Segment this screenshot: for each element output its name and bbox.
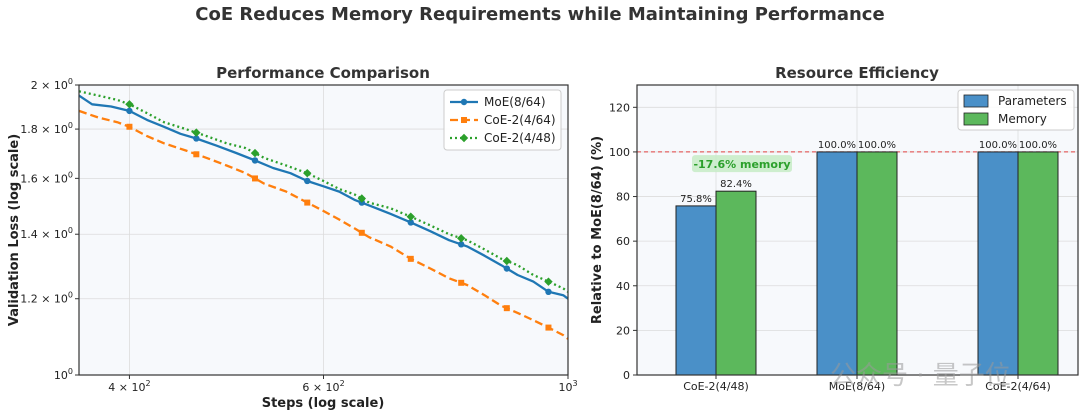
series-marker-coe-2-4-64: [252, 175, 259, 182]
legend-swatch-memory: [963, 112, 989, 126]
right-y-tick-label: 0: [623, 369, 630, 382]
series-marker-moe-8-64: [251, 157, 259, 164]
series-marker-coe-2-4-48: [502, 256, 512, 266]
series-marker-coe-2-4-48: [192, 128, 201, 137]
right-y-axis-label: Relative to MoE(8/64) (%): [590, 136, 605, 324]
series-marker-coe-2-4-64: [193, 151, 200, 158]
bar-parameters-2: [977, 151, 1019, 376]
series-marker-moe-8-64: [545, 288, 552, 296]
performance-comparison-panel: Performance Comparison 4 × 102 6 × 102 103…: [7, 64, 578, 411]
legend-marker-moe-8-64: [460, 98, 468, 106]
memory-reduction-annotation: -17.6% memory: [693, 158, 790, 171]
series-marker-moe-8-64: [407, 219, 414, 226]
series-marker-moe-8-64: [503, 265, 511, 272]
figure-suptitle: CoE Reduces Memory Requirements while Ma…: [195, 4, 884, 25]
right-bars: 75.8%82.4%100.0% 100.0% 100.0% 100.0%-17.6%…: [675, 140, 1059, 376]
left-y-tick-label: 1.6 × 100: [20, 170, 73, 185]
right-y-tick-label: 80: [616, 191, 630, 204]
series-marker-coe-2-4-48: [456, 234, 466, 243]
bar-label-parameters-2: 100.0%: [979, 140, 1017, 151]
series-marker-coe-2-4-64: [458, 279, 465, 286]
left-x-tick-label: 6 × 102: [302, 379, 344, 394]
series-coe-2-4-48: [78, 90, 569, 293]
bar-memory-1: [856, 151, 898, 376]
legend-label-memory: Memory: [998, 112, 1047, 126]
legend-label-moe-8-64: MoE(8/64): [484, 95, 546, 109]
series-coe-2-4-64: [78, 109, 569, 340]
bar-label-memory-0: 82.4%: [720, 179, 752, 190]
series-marker-coe-2-4-64: [545, 324, 552, 331]
legend-label-parameters: Parameters: [998, 94, 1067, 108]
series-marker-coe-2-4-64: [358, 229, 365, 236]
series-marker-coe-2-4-64: [304, 199, 311, 206]
bar-parameters-1: [816, 151, 858, 376]
bar-label-parameters-0: 75.8%: [680, 194, 712, 205]
right-y-tick-label: 20: [616, 324, 630, 337]
right-y-ticks: 0 20 40 60 80 100 120: [609, 101, 637, 382]
left-y-tick-label: 2 × 100: [31, 77, 73, 92]
right-legend: Parameters Memory: [957, 89, 1075, 131]
legend-marker-coe-2-4-48: [459, 133, 469, 143]
left-y-tick-label: 1.2 × 100: [20, 291, 73, 306]
left-y-tick-label: 100: [54, 367, 73, 382]
left-legend-box: [443, 89, 562, 151]
right-x-tick-label: CoE-2(4/64): [985, 380, 1051, 393]
series-marker-moe-8-64: [193, 135, 200, 142]
left-x-axis-label: Steps (log scale): [262, 396, 385, 411]
series-marker-coe-2-4-48: [125, 100, 134, 109]
left-y-axis-label: Validation Loss (log scale): [7, 134, 22, 326]
left-y-tick-label: 1.4 × 100: [20, 226, 73, 241]
left-y-tick-label: 1.8 × 100: [20, 121, 73, 136]
left-x-ticks: 4 × 102 6 × 102 103: [108, 375, 578, 394]
watermark: 公众号 · 量子位: [830, 361, 1011, 391]
series-marker-moe-8-64: [457, 241, 465, 248]
series-marker-coe-2-4-48: [406, 212, 415, 221]
right-x-tick-label: MoE(8/64): [829, 380, 885, 393]
legend-marker-coe-2-4-64: [461, 117, 467, 123]
series-marker-coe-2-4-48: [357, 194, 367, 203]
left-y-ticks: 100 1.2 × 100 1.4 × 100 1.6 × 100 1.8 × 100 2…: [20, 77, 79, 382]
right-y-tick-label: 120: [609, 101, 630, 114]
left-x-tick-label: 103: [558, 379, 577, 394]
series-marker-coe-2-4-48: [250, 148, 260, 158]
series-marker-moe-8-64: [126, 107, 133, 115]
right-x-ticks: CoE-2(4/48) MoE(8/64) CoE-2(4/64): [683, 375, 1051, 393]
series-marker-moe-8-64: [304, 177, 311, 185]
right-y-tick-label: 40: [616, 280, 630, 293]
bar-memory-2: [1017, 151, 1059, 376]
bar-label-parameters-1: 100.0%: [818, 140, 856, 151]
series-marker-coe-2-4-64: [503, 305, 510, 312]
right-chart-title: Resource Efficiency: [775, 64, 939, 82]
series-marker-coe-2-4-48: [303, 168, 312, 178]
left-chart-title: Performance Comparison: [216, 64, 430, 82]
series-marker-coe-2-4-64: [407, 255, 414, 262]
memory-reduction-annotation-box: [692, 155, 792, 173]
bar-label-memory-2: 100.0%: [1019, 140, 1057, 151]
right-x-tick-label: CoE-2(4/48): [683, 380, 749, 393]
right-y-tick-label: 100: [609, 146, 630, 159]
bar-parameters-0: [675, 205, 717, 376]
legend-swatch-parameters: [963, 94, 989, 108]
series-marker-coe-2-4-64: [126, 123, 133, 130]
series-moe-8-64: [78, 94, 569, 300]
resource-efficiency-panel: Resource Efficiency 75.8%82.4%100.0% 100.…: [590, 64, 1079, 393]
left-x-tick-label: 4 × 102: [108, 379, 150, 394]
right-y-tick-label: 60: [616, 235, 630, 248]
bar-label-memory-1: 100.0%: [858, 140, 896, 151]
left-series-lines: [78, 90, 569, 340]
legend-label-coe-2-4-64: CoE-2(4/64): [484, 113, 556, 127]
legend-label-coe-2-4-48: CoE-2(4/48): [484, 131, 556, 145]
series-marker-coe-2-4-48: [544, 277, 553, 286]
series-line-moe-8-64: [78, 94, 569, 300]
bar-memory-0: [715, 190, 757, 376]
left-legend: MoE(8/64) CoE-2(4/64) CoE-2(4/48): [443, 89, 562, 151]
